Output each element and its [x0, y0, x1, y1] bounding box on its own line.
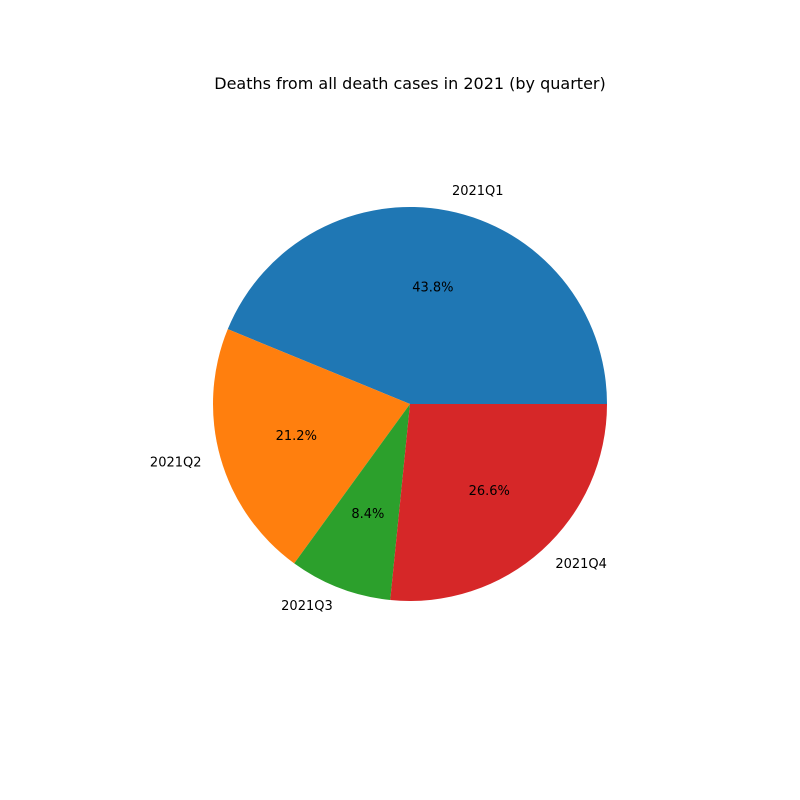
pie-slice-2021q1 [227, 207, 607, 404]
chart-title: Deaths from all death cases in 2021 (by … [214, 74, 605, 93]
category-label-2021q2: 2021Q2 [150, 456, 202, 471]
percent-label-2021q2: 21.2% [276, 429, 317, 444]
pie-slice-2021q3 [294, 404, 410, 601]
pie-labels: 2021Q1 43.8% 2021Q2 21.2% 2021Q3 8.4% 2021Q4 26… [150, 184, 607, 614]
pie-slice-2021q4 [390, 404, 607, 602]
category-label-2021q3: 2021Q3 [281, 599, 333, 614]
category-label-2021q1: 2021Q1 [452, 184, 504, 199]
percent-label-2021q3: 8.4% [351, 507, 384, 522]
percent-label-2021q1: 43.8% [412, 281, 453, 296]
category-label-2021q4: 2021Q4 [555, 557, 607, 572]
pie-slice-2021q2 [213, 329, 410, 564]
percent-label-2021q4: 26.6% [469, 484, 510, 499]
pie-slices [213, 207, 607, 602]
